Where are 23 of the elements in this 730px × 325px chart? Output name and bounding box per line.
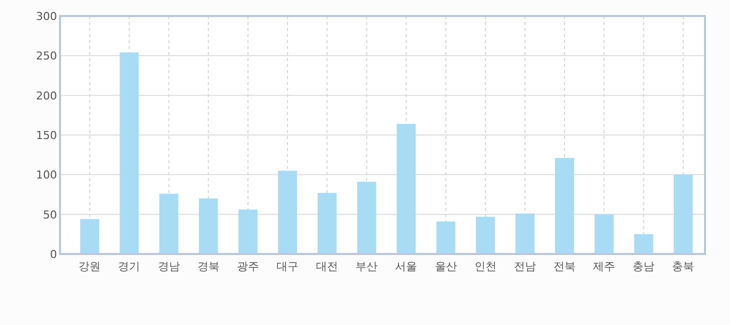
y-tick-label: 250 [36,50,57,63]
x-tick-label: 경남 [158,260,180,273]
y-tick-label: 100 [36,168,57,182]
y-tick-label: 200 [36,89,57,102]
x-tick-label: 인천 [474,260,496,273]
x-tick-label: 부산 [356,260,378,273]
y-tick-label: 50 [43,208,57,222]
x-tick-label: 강원 [78,260,101,273]
x-tick-label: 충남 [632,260,655,273]
x-tick-label: 경북 [197,260,220,273]
x-tick-label: 대전 [316,260,338,273]
x-tick-label: 충북 [672,260,694,273]
x-tick-label: 서울 [395,260,418,273]
x-tick-label: 제주 [593,260,616,273]
x-tick-label: 대구 [276,260,299,273]
y-tick-label: 150 [36,129,57,142]
x-tick-label: 전남 [514,260,536,273]
x-tick-label: 광주 [236,260,259,273]
y-tick-label: 300 [36,10,57,23]
y-tick-label: 0 [50,248,57,261]
x-tick-label: 경기 [118,260,140,273]
x-tick-label: 울산 [434,260,457,273]
x-tick-label: 전북 [554,260,576,273]
